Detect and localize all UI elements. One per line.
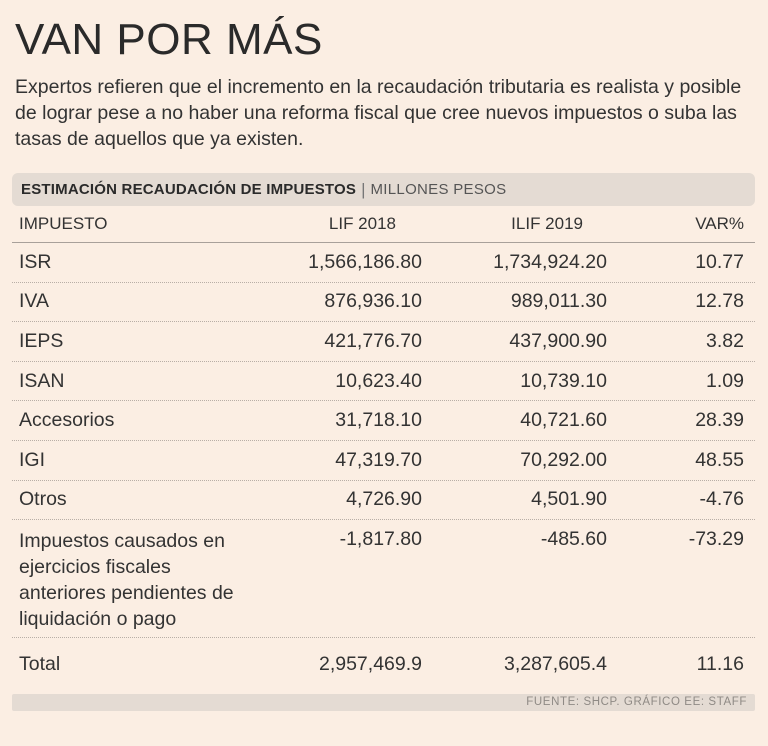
cell-lif-2018: 421,776.70 — [324, 329, 422, 352]
table-row: Impuestos causados en ejercicios fiscale… — [12, 520, 755, 639]
table-unit: MILLONES PESOS — [370, 181, 507, 198]
cell-lif-2018: 1,566,186.80 — [308, 250, 422, 273]
header-var: VAR% — [695, 214, 744, 233]
cell-var: -73.29 — [688, 528, 744, 551]
table-row: IGI 47,319.70 70,292.00 48.55 — [12, 441, 755, 481]
cell-ilif-2019: 4,501.90 — [531, 488, 607, 511]
table-row: ISAN 10,623.40 10,739.10 1.09 — [12, 362, 755, 402]
cell-impuesto: IGI — [19, 448, 46, 471]
cell-impuesto: Accesorios — [19, 409, 115, 432]
header-lif-2018: LIF 2018 — [328, 214, 396, 233]
page-title: VAN POR MÁS — [15, 15, 323, 64]
cell-lif-2018: 2,957,469.9 — [318, 652, 422, 675]
cell-impuesto: Otros — [19, 488, 67, 511]
cell-ilif-2019: 10,739.10 — [520, 369, 607, 392]
cell-lif-2018: 4,726.90 — [346, 488, 422, 511]
table-row: IEPS 421,776.70 437,900.90 3.82 — [12, 322, 755, 362]
cell-var: 1.09 — [706, 369, 744, 392]
cell-ilif-2019: 989,011.30 — [510, 290, 607, 313]
banner-separator: | — [361, 179, 366, 199]
cell-impuesto: ISR — [19, 250, 52, 273]
cell-ilif-2019: 70,292.00 — [520, 448, 607, 471]
cell-var: 10.77 — [695, 250, 744, 273]
cell-impuesto: Impuestos causados en ejercicios fiscale… — [19, 530, 234, 631]
cell-var: 12.78 — [695, 290, 744, 313]
cell-ilif-2019: 3,287,605.4 — [503, 652, 607, 675]
cell-var: -4.76 — [699, 488, 744, 511]
table-row: ISR 1,566,186.80 1,734,924.20 10.77 — [12, 243, 755, 283]
cell-lif-2018: 31,718.10 — [335, 409, 422, 432]
cell-var: 3.82 — [706, 329, 744, 352]
cell-lif-2018: -1,817.80 — [339, 528, 422, 551]
header-impuesto: IMPUESTO — [19, 214, 108, 233]
header-ilif-2019: ILIF 2019 — [511, 214, 583, 233]
cell-ilif-2019: 40,721.60 — [520, 409, 607, 432]
table-row: Otros 4,726.90 4,501.90 -4.76 — [12, 481, 755, 521]
cell-ilif-2019: -485.60 — [540, 528, 607, 551]
cell-var: 28.39 — [695, 409, 744, 432]
tax-table: IMPUESTO LIF 2018 ILIF 2019 VAR% ISR 1,5… — [12, 206, 755, 690]
cell-impuesto: IEPS — [19, 329, 64, 352]
cell-ilif-2019: 437,900.90 — [509, 329, 607, 352]
table-row: Accesorios 31,718.10 40,721.60 28.39 — [12, 401, 755, 441]
cell-ilif-2019: 1,734,924.20 — [493, 250, 607, 273]
table-row: IVA 876,936.10 989,011.30 12.78 — [12, 283, 755, 323]
subtitle: Expertos refieren que el incremento en l… — [15, 76, 742, 150]
cell-impuesto: Total — [19, 652, 61, 675]
table-header-row: IMPUESTO LIF 2018 ILIF 2019 VAR% — [12, 206, 755, 243]
cell-lif-2018: 876,936.10 — [324, 290, 422, 313]
cell-lif-2018: 47,319.70 — [335, 448, 422, 471]
table-title: ESTIMACIÓN RECAUDACIÓN DE IMPUESTOS — [21, 181, 357, 198]
cell-impuesto: ISAN — [19, 369, 65, 392]
source-credit: FUENTE: SHCP. GRÁFICO EE: STAFF — [12, 694, 755, 711]
cell-var: 48.55 — [695, 448, 744, 471]
table-total-row: Total 2,957,469.9 3,287,605.4 11.16 — [12, 638, 755, 690]
cell-impuesto: IVA — [19, 290, 49, 313]
cell-lif-2018: 10,623.40 — [335, 369, 422, 392]
table-banner: ESTIMACIÓN RECAUDACIÓN DE IMPUESTOS | MI… — [12, 173, 755, 206]
cell-var: 11.16 — [696, 652, 744, 675]
